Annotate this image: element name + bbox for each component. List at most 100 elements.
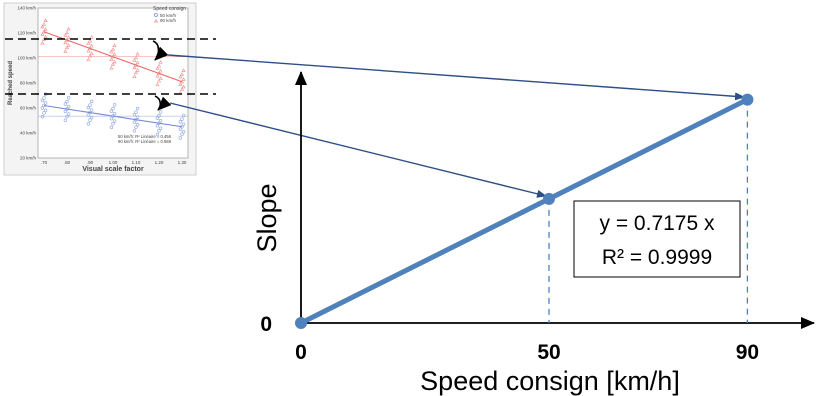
inset-legend-entry-50: 50 km/h bbox=[160, 13, 177, 18]
inset-x-tick-label: .80 bbox=[64, 160, 71, 165]
inset-point-90 bbox=[40, 40, 45, 45]
inset-point-50 bbox=[111, 106, 115, 111]
inset-point-50 bbox=[157, 114, 161, 118]
inset-point-50 bbox=[65, 99, 69, 104]
inset-point-50 bbox=[43, 101, 48, 105]
inset-fit-lines bbox=[38, 31, 188, 128]
inset-point-50 bbox=[88, 103, 92, 107]
inset-point-50 bbox=[134, 125, 138, 129]
inset-point-50 bbox=[86, 113, 91, 117]
inset-point-90 bbox=[158, 60, 163, 64]
inset-plot-area bbox=[37, 7, 189, 159]
inset-point-50 bbox=[180, 132, 184, 136]
inset-x-tick-label: 1.00 bbox=[109, 160, 118, 165]
inset-x-tick-label: 1.30 bbox=[178, 160, 187, 165]
inset-x-tick-label: .70 bbox=[41, 160, 48, 165]
inset-point-50 bbox=[86, 105, 91, 110]
slope-drop-arrow-50 bbox=[154, 95, 172, 111]
inset-point-50 bbox=[181, 122, 186, 126]
inset-legend-title: Speed consign bbox=[153, 6, 186, 12]
inset-y-tick-label: 40 km/h bbox=[20, 131, 37, 136]
inset-point-50 bbox=[134, 110, 138, 114]
inset-point-50 bbox=[135, 106, 140, 111]
inset-point-50 bbox=[112, 119, 117, 123]
inset-point-90 bbox=[135, 51, 140, 56]
inset-point-50 bbox=[66, 104, 71, 109]
inset-point-50 bbox=[43, 108, 48, 113]
inset-point-90 bbox=[132, 74, 137, 78]
inset-point-50 bbox=[40, 106, 45, 110]
inset-point-50 bbox=[135, 122, 140, 127]
inset-point-90 bbox=[132, 65, 137, 70]
inset-point-90 bbox=[40, 24, 45, 29]
slope-drop-arrow-90 bbox=[152, 40, 169, 61]
inset-point-50 bbox=[157, 129, 161, 133]
inset-point-50 bbox=[89, 99, 94, 104]
inset-point-90 bbox=[43, 18, 48, 22]
inset-y-tick-label: 60 km/h bbox=[20, 106, 37, 111]
main-chart: 0 50 90 0 Speed consign [km/h] Slope y = 0… bbox=[252, 71, 815, 396]
inset-point-90 bbox=[87, 38, 93, 43]
inset-point-90 bbox=[63, 33, 68, 37]
inset-point-90 bbox=[135, 68, 140, 72]
main-points bbox=[295, 93, 754, 329]
inset-point-50 bbox=[181, 113, 186, 118]
inset-point-50 bbox=[132, 129, 137, 133]
inset-point-90 bbox=[66, 35, 71, 40]
inset-point-90 bbox=[156, 63, 162, 68]
inset-x-tick-label: .90 bbox=[87, 160, 94, 165]
inset-point-90 bbox=[109, 49, 114, 54]
main-data-point bbox=[741, 93, 754, 106]
inset-point-90 bbox=[133, 70, 139, 75]
inset-point-50 bbox=[178, 127, 183, 131]
inset-point-90 bbox=[64, 30, 70, 35]
connector-arrow-50 bbox=[169, 102, 547, 198]
inset-point-50 bbox=[40, 115, 45, 119]
inset-point-90 bbox=[89, 35, 94, 39]
inset-point-90 bbox=[109, 65, 114, 70]
inset-y-tick-label: 20 km/h bbox=[20, 156, 37, 161]
inset-point-90 bbox=[43, 34, 48, 39]
inset-x-tick-label: 1.10 bbox=[132, 160, 141, 165]
inset-y-tick-label: 140 km/h bbox=[17, 6, 36, 11]
equation-box: y = 0.7175 x R² = 0.9999 bbox=[573, 200, 741, 278]
inset-y-tick-label: 120 km/h bbox=[17, 31, 36, 36]
inset-y-tick-labels: 20 km/h 40 km/h 60 km/h 80 km/h 100 km/h 120 … bbox=[17, 6, 36, 161]
inset-point-90 bbox=[86, 48, 91, 53]
r-squared-text: R² = 0.9999 bbox=[602, 246, 712, 269]
inset-point-90 bbox=[178, 82, 183, 86]
connector-arrow-90 bbox=[167, 54, 745, 101]
inset-r2-90: 90 km/h: R² Linéaire = 0.588 bbox=[118, 139, 172, 144]
inset-point-90 bbox=[135, 60, 140, 65]
inset-point-90 bbox=[89, 51, 94, 55]
inset-point-90 bbox=[155, 66, 160, 70]
inset-y-axis-title: Reached speed bbox=[8, 61, 14, 105]
inset-point-50 bbox=[63, 118, 68, 122]
inset-point-90 bbox=[43, 27, 48, 31]
main-data-point bbox=[543, 192, 555, 205]
inset-point-90 bbox=[181, 68, 186, 72]
inset-legend-marker-90 bbox=[153, 18, 159, 23]
inset-legend-entry-90: 90 km/h bbox=[160, 18, 177, 23]
inset-point-90 bbox=[112, 59, 117, 64]
inset-point-90 bbox=[112, 52, 117, 56]
inset-point-50 bbox=[178, 136, 183, 140]
inset-point-90 bbox=[133, 55, 139, 60]
inset-point-90 bbox=[178, 74, 183, 79]
inset-point-90 bbox=[181, 77, 186, 81]
inset-point-90 bbox=[158, 76, 163, 80]
inset-point-90 bbox=[86, 41, 91, 45]
equation-box-frame bbox=[573, 200, 741, 278]
inset-legend: Speed consign 50 km/h 90 km/h bbox=[153, 6, 186, 23]
equation-text: y = 0.7175 x bbox=[600, 212, 715, 235]
main-x-tick-label: 50 bbox=[537, 341, 560, 364]
inset-point-50 bbox=[63, 102, 68, 106]
inset-point-50 bbox=[155, 132, 160, 137]
inset-point-50 bbox=[109, 116, 114, 121]
inset-point-50 bbox=[155, 116, 160, 120]
inset-point-90 bbox=[155, 82, 160, 87]
main-x-tick-label: 0 bbox=[295, 341, 307, 364]
inset-point-50 bbox=[40, 98, 45, 103]
inset-point-90 bbox=[179, 72, 185, 76]
